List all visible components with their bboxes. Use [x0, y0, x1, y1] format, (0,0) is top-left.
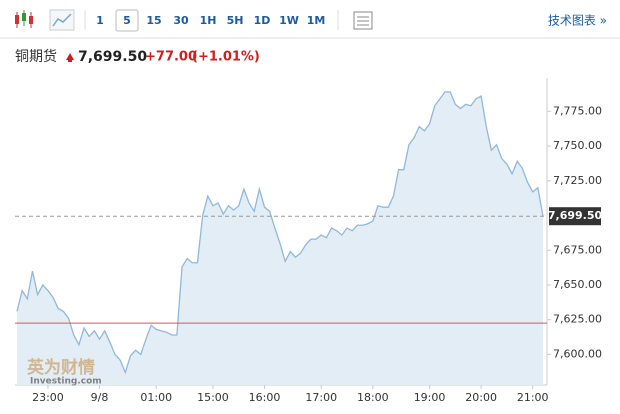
- price: 7,699.50: [78, 49, 147, 65]
- header: 铜期货 7,699.50 +77.00 (+1.01%): [15, 48, 260, 65]
- up-arrow-stem: [68, 59, 72, 62]
- y-tick-label: 7,725.00: [553, 174, 602, 187]
- interval-button[interactable]: 1: [96, 14, 104, 27]
- interval-button[interactable]: 30: [173, 14, 189, 27]
- y-tick-label: 7,675.00: [553, 243, 602, 256]
- up-arrow: [66, 53, 74, 60]
- interval-button[interactable]: 5: [123, 14, 131, 27]
- interval-button[interactable]: 1H: [200, 14, 217, 27]
- price-line: [16, 91, 544, 375]
- change: +77.00: [145, 50, 197, 65]
- change-pct: (+1.01%): [192, 50, 260, 65]
- toolbar: 技术图表 » 1 5 15 30 1H 5H 1D 1W 1M: [0, 9, 620, 39]
- y-tick-label: 7,750.00: [553, 139, 602, 152]
- last-price-label: 7,699.50: [548, 209, 603, 222]
- interval-button[interactable]: 5H: [227, 14, 244, 27]
- interval-selected: [115, 9, 139, 32]
- instrument-name: 铜期货: [15, 48, 57, 65]
- x-tick-label: 17:00: [305, 391, 337, 404]
- x-tick-label: 18:00: [357, 391, 389, 404]
- x-tick-label: 19:00: [414, 391, 446, 404]
- y-tick-label: 7,625.00: [553, 313, 602, 326]
- y-tick-label: 7,775.00: [553, 104, 602, 117]
- watermark: 英为财情: [27, 357, 95, 378]
- candle-icon[interactable]: [15, 10, 33, 28]
- x-tick-label: 20:00: [465, 391, 497, 404]
- x-tick-label: 21:00: [517, 391, 549, 404]
- interval-button[interactable]: 1D: [254, 14, 271, 27]
- plot: 7,600.00 7,625.00 7,650.00 7,675.00 7,725.00…: [15, 78, 602, 404]
- interval-button[interactable]: 1W: [279, 14, 299, 27]
- line-icon[interactable]: [49, 9, 75, 31]
- area-fill: [17, 91, 543, 385]
- y-tick-label: 7,650.00: [553, 278, 602, 291]
- technical-chart-link[interactable]: 技术图表 »: [548, 14, 607, 28]
- x-tick-label: 16:00: [249, 391, 281, 404]
- x-tick-label: 01:00: [140, 391, 172, 404]
- interval-button[interactable]: 1M: [307, 14, 326, 27]
- x-tick-label: 9/8: [91, 391, 109, 404]
- last-price-box: [549, 207, 601, 226]
- interval-button[interactable]: 15: [146, 14, 161, 27]
- y-tick-label: 7,600.00: [553, 347, 602, 360]
- x-tick-label: 23:00: [32, 391, 64, 404]
- x-tick-label: 15:00: [197, 391, 229, 404]
- watermark: Investing.com: [30, 377, 102, 387]
- table-icon[interactable]: [353, 11, 373, 30]
